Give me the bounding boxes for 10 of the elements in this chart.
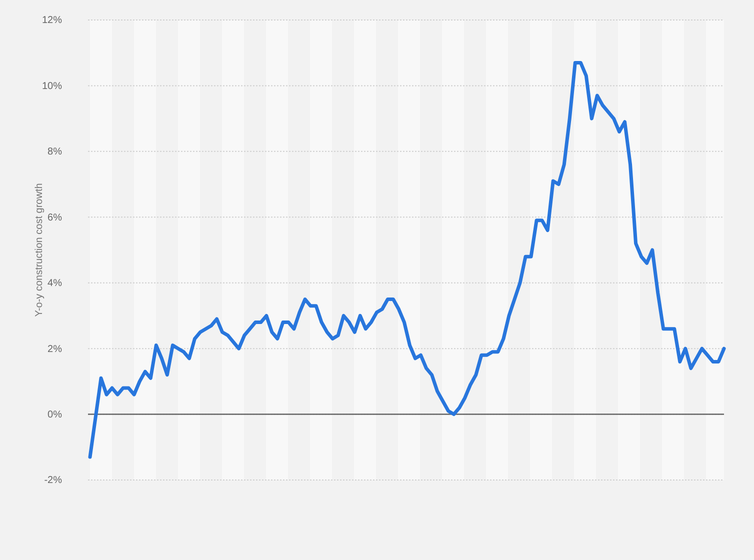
y-tick-label: 6% (48, 212, 62, 224)
y-tick-label: -2% (44, 475, 62, 486)
y-tick-label: 12% (42, 15, 62, 26)
y-tick-label: 2% (48, 344, 62, 355)
y-axis-title: Y-o-y construction cost growth (34, 183, 45, 317)
y-tick-label: 10% (42, 80, 62, 92)
y-tick-label: 4% (48, 278, 62, 290)
y-tick-label: 8% (48, 146, 62, 158)
line-series (88, 60, 726, 459)
y-tick-label: 0% (48, 409, 62, 420)
